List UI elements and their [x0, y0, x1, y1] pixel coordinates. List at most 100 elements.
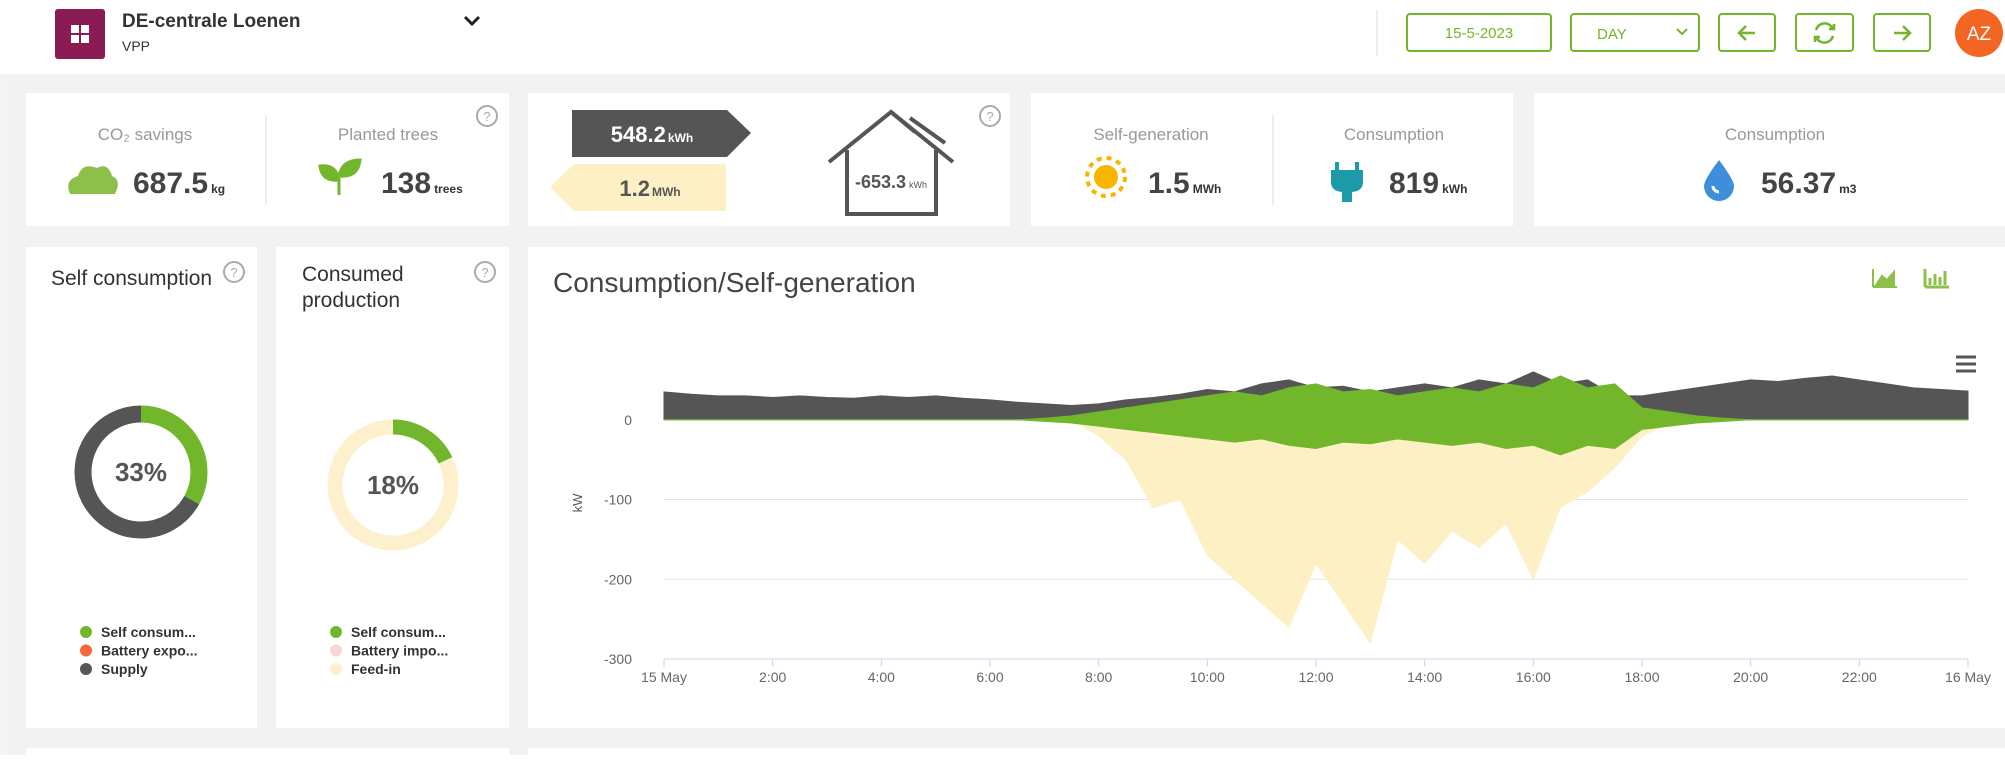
logo[interactable] [55, 9, 105, 59]
help-mark: ? [986, 109, 993, 124]
card-next [528, 748, 2005, 755]
donut-segment [327, 419, 459, 551]
donut-center-label: 18% [367, 470, 419, 500]
bar-view-button[interactable] [1923, 269, 1949, 289]
house-icon [827, 109, 955, 216]
consumption-number: 819 [1389, 167, 1439, 200]
self-generation-number: 1.5 [1148, 167, 1190, 200]
sun-icon [1085, 156, 1127, 198]
net-number: -653.3 [855, 172, 906, 192]
water-number: 56.37 [1761, 167, 1836, 200]
card-next [26, 748, 509, 755]
help-icon[interactable] [476, 105, 498, 127]
water-unit: m3 [1839, 182, 1857, 196]
water-label: Consumption [1725, 125, 1825, 144]
prev-icon [1737, 25, 1755, 41]
x-tick-label: 12:00 [1298, 669, 1333, 685]
export-value: 548.2 kWh [611, 122, 693, 147]
import-number: 1.2 [619, 176, 650, 201]
export-number: 548.2 [611, 122, 666, 147]
legend-marker [80, 644, 92, 657]
donut-segment [74, 405, 208, 539]
card-consumed-production [276, 247, 509, 728]
trees-number: 138 [381, 167, 431, 200]
co2-number: 687.5 [133, 167, 208, 200]
x-tick-label: 4:00 [868, 669, 895, 685]
y-axis-label: kW [570, 493, 585, 513]
chart-title: Consumption/Self-generation [553, 267, 916, 298]
period-text: DAY [1597, 26, 1627, 43]
donut-title: Consumed production [302, 263, 404, 312]
legend-marker [330, 626, 342, 638]
trees-value: 138 trees [381, 167, 463, 200]
legend-label: Battery impo... [351, 643, 448, 659]
x-tick-label: 22:00 [1842, 669, 1877, 685]
help-icon[interactable] [474, 261, 496, 283]
drop-icon [1704, 160, 1734, 201]
help-mark: ? [481, 265, 488, 280]
card-self-consumption [26, 247, 257, 728]
logo-icon [71, 25, 89, 43]
help-mark: ? [483, 109, 490, 124]
period-select[interactable] [1570, 13, 1700, 52]
export-unit: kWh [668, 131, 693, 145]
x-tick-label: 15 May [641, 669, 687, 685]
site-dropdown[interactable] [463, 15, 481, 27]
select-arrow [1676, 28, 1688, 36]
legend-marker [80, 626, 92, 638]
x-tick-label: 2:00 [759, 669, 786, 685]
area-view-button[interactable] [1872, 269, 1897, 288]
co2-unit: kg [211, 182, 225, 196]
y-tick-label: -200 [604, 571, 632, 587]
x-tick-label: 16 May [1945, 669, 1991, 685]
y-tick-label: -300 [604, 651, 632, 667]
site-title[interactable]: DE-centrale Loenen [122, 11, 300, 32]
co2-value: 687.5 kg [133, 167, 225, 200]
y-tick-label: -100 [604, 492, 632, 508]
plant-icon [318, 158, 362, 195]
consumption-label: Consumption [1344, 125, 1444, 144]
x-tick-label: 8:00 [1085, 669, 1112, 685]
import-arrow [550, 164, 726, 211]
x-tick-label: 20:00 [1733, 669, 1768, 685]
site-subtitle: VPP [122, 38, 150, 54]
consumption-unit: kWh [1442, 182, 1467, 196]
area-series [664, 419, 1968, 456]
donut-center-label: 33% [115, 457, 167, 487]
drop-shine [1711, 185, 1720, 194]
help-mark: ? [230, 265, 237, 280]
import-value: 1.2 MWh [619, 176, 680, 201]
legend-label: Self consum... [351, 624, 446, 640]
refresh-button[interactable] [1795, 13, 1854, 52]
donut-title-box: Consumed production [302, 263, 404, 312]
plug-icon [1331, 162, 1363, 202]
import-unit: MWh [652, 185, 681, 199]
date-picker[interactable] [1406, 13, 1552, 52]
self-generation-value: 1.5 MWh [1148, 167, 1221, 200]
legend-label: Battery expo... [101, 643, 197, 659]
x-tick-label: 6:00 [976, 669, 1003, 685]
legend-label: Feed-in [351, 661, 401, 677]
donut-title: Self consumption [51, 267, 212, 290]
card-generation [1031, 93, 1513, 226]
legend-marker [330, 644, 342, 657]
help-icon[interactable] [223, 261, 245, 283]
chart-menu[interactable] [1956, 355, 1976, 373]
legend-label: Supply [101, 661, 148, 677]
x-tick-label: 18:00 [1624, 669, 1659, 685]
co2-label: CO₂ savings [98, 125, 192, 144]
x-tick-label: 14:00 [1407, 669, 1442, 685]
net-value: -653.3 kWh [855, 172, 927, 192]
card-co2-trees [26, 93, 509, 226]
help-icon[interactable] [979, 105, 1001, 127]
legend-marker [330, 663, 342, 675]
trees-unit: trees [434, 182, 463, 196]
trees-label: Planted trees [338, 125, 438, 144]
consumption-value: 819 kWh [1389, 167, 1467, 200]
next-icon [1894, 25, 1912, 41]
legend-label: Self consum... [101, 624, 196, 640]
self-generation-unit: MWh [1193, 182, 1222, 196]
water-value: 56.37 m3 [1761, 167, 1857, 200]
avatar[interactable] [1955, 9, 2003, 57]
